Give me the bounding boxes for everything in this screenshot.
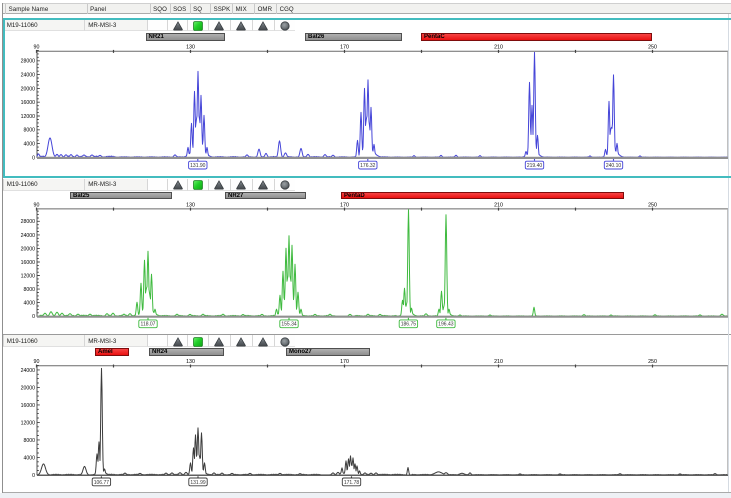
svg-text:24000: 24000 <box>21 73 36 79</box>
svg-text:240.10: 240.10 <box>606 163 622 169</box>
svg-text:16000: 16000 <box>21 260 36 266</box>
svg-text:8000: 8000 <box>23 128 35 134</box>
svg-text:4000: 4000 <box>23 301 35 307</box>
svg-text:16000: 16000 <box>21 403 36 409</box>
svg-text:8000: 8000 <box>23 287 35 293</box>
svg-text:210: 210 <box>494 45 503 51</box>
svg-text:12000: 12000 <box>21 420 36 426</box>
svg-text:250: 250 <box>648 45 657 51</box>
svg-text:130: 130 <box>186 359 195 365</box>
svg-text:176.32: 176.32 <box>360 163 376 169</box>
svg-text:12000: 12000 <box>21 114 36 120</box>
svg-text:28000: 28000 <box>21 59 36 65</box>
svg-text:0: 0 <box>32 155 35 161</box>
svg-text:131.90: 131.90 <box>190 163 206 169</box>
svg-text:8000: 8000 <box>23 438 35 444</box>
svg-text:118.07: 118.07 <box>141 322 156 328</box>
svg-text:250: 250 <box>648 359 657 365</box>
svg-text:20000: 20000 <box>21 246 36 252</box>
svg-text:210: 210 <box>494 202 503 208</box>
svg-text:170: 170 <box>340 359 349 365</box>
svg-text:131.99: 131.99 <box>190 480 206 486</box>
svg-text:170: 170 <box>340 202 349 208</box>
svg-text:4000: 4000 <box>23 142 35 148</box>
svg-text:12000: 12000 <box>21 273 36 279</box>
svg-text:20000: 20000 <box>21 385 36 391</box>
svg-text:90: 90 <box>34 359 40 365</box>
svg-text:155.34: 155.34 <box>281 322 297 328</box>
svg-text:219.40: 219.40 <box>527 163 543 169</box>
svg-text:0: 0 <box>32 314 35 320</box>
svg-text:186.75: 186.75 <box>401 322 417 328</box>
svg-text:28000: 28000 <box>21 219 36 225</box>
svg-text:0: 0 <box>32 473 35 479</box>
svg-text:90: 90 <box>34 45 40 51</box>
svg-text:90: 90 <box>34 202 40 208</box>
svg-text:130: 130 <box>186 45 195 51</box>
svg-text:24000: 24000 <box>21 233 36 239</box>
svg-text:130: 130 <box>186 202 195 208</box>
svg-text:170: 170 <box>340 45 349 51</box>
svg-text:250: 250 <box>648 202 657 208</box>
svg-text:24000: 24000 <box>21 368 36 374</box>
svg-text:106.77: 106.77 <box>94 480 110 486</box>
svg-text:196.43: 196.43 <box>438 322 454 328</box>
svg-text:4000: 4000 <box>23 455 35 461</box>
svg-text:16000: 16000 <box>21 100 36 106</box>
svg-text:210: 210 <box>494 359 503 365</box>
svg-text:20000: 20000 <box>21 86 36 92</box>
svg-text:171.78: 171.78 <box>344 480 360 486</box>
